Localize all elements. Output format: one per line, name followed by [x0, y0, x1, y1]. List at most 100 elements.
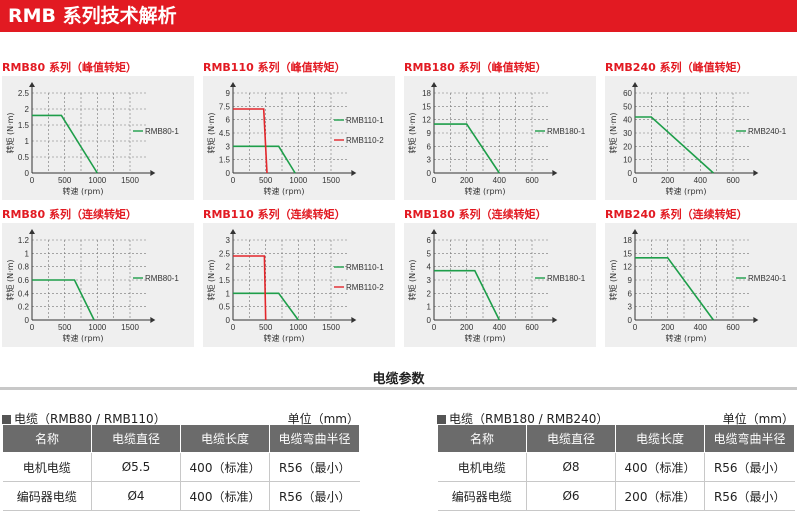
y-tick-label: 20: [623, 142, 632, 151]
y-tick-label: 1: [427, 303, 432, 312]
chart-svg: 0 3 6 9 12 15 18 0 200 400 600 转矩 (N·m) 转速 (rpm) RMB2…: [608, 229, 787, 343]
x-tick-label: 0: [231, 176, 236, 185]
series-line: [32, 279, 95, 321]
y-tick-label: 60: [623, 89, 632, 98]
y-tick-label: 0.2: [18, 303, 30, 312]
chart-svg: 0 3 6 9 12 15 18 0 200 400 600 转矩 (N·m) 转速 (rpm) RMB1…: [407, 82, 586, 196]
y-tick-label: 1.5: [219, 276, 231, 285]
series-line: [233, 145, 296, 174]
table-cell: Ø5.5: [91, 452, 181, 482]
table-cell: 400（标准）: [180, 481, 270, 511]
table-row: 电机电缆 Ø8 400（标准） R56（最小）: [437, 452, 795, 482]
y-axis-label: 转矩 (N·m): [206, 112, 216, 153]
y-tick-label: 3: [628, 303, 633, 312]
x-tick-label: 200: [661, 323, 675, 332]
col-header: 电缆弯曲半径: [704, 425, 795, 453]
page-title: RMB 系列技术解析: [8, 5, 177, 27]
y-tick-label: 2: [427, 289, 432, 298]
chart-svg: 0 1 2 3 4 5 6 0 200 400 600 转矩 (N·m) 转速 (rpm) RMB180-…: [407, 229, 586, 343]
legend-label: RMB110-2: [346, 136, 384, 145]
table-cell: 编码器电缆: [437, 481, 527, 511]
section-title: 电缆参数: [372, 372, 425, 387]
x-tick-label: 400: [493, 176, 507, 185]
y-tick-label: 30: [623, 129, 632, 138]
table-cell: 编码器电缆: [2, 481, 92, 511]
y-tick-label: 9: [226, 89, 231, 98]
legend-label: RMB180-1: [547, 127, 586, 136]
legend-label: RMB110-2: [346, 283, 384, 292]
y-tick-label: 40: [623, 116, 632, 125]
y-tick-label: 15: [422, 102, 431, 111]
chart-panel: 0 3 6 9 12 15 18 0 200 400 600 转矩 (N·m) 转速 (rpm) RMB2…: [605, 223, 797, 347]
table-cell: R56（最小）: [269, 452, 360, 482]
y-tick-label: 1.2: [18, 236, 30, 245]
legend-label: RMB80-1: [145, 127, 179, 136]
col-header: 电缆直径: [526, 425, 616, 453]
table-cell: 400（标准）: [615, 452, 705, 482]
axis-arrow-icon: [351, 317, 357, 323]
y-tick-label: 0: [226, 169, 231, 178]
chart-panel: 0 3 6 9 12 15 18 0 200 400 600 转矩 (N·m) 转速 (rpm) RMB1…: [404, 76, 596, 200]
axis-arrow-icon: [150, 317, 156, 323]
x-tick-label: 1000: [88, 176, 106, 185]
x-axis-label: 转速 (rpm): [666, 186, 707, 196]
y-tick-label: 12: [422, 116, 431, 125]
y-tick-label: 7.5: [219, 102, 231, 111]
y-tick-label: 4: [427, 263, 432, 272]
section-divider: [0, 387, 797, 390]
y-tick-label: 1.5: [18, 121, 30, 130]
axis-arrow-icon: [29, 229, 35, 234]
y-tick-label: 18: [422, 89, 431, 98]
y-tick-label: 2.5: [219, 249, 231, 258]
y-tick-label: 0.6: [18, 276, 30, 285]
series-line: [434, 269, 501, 321]
axis-arrow-icon: [351, 170, 357, 176]
table-cell: 电机电缆: [2, 452, 92, 482]
table-cell: 200（标准）: [615, 481, 705, 511]
chart-panel: 0 1.5 3 4.5 6 7.5 9 0 500 1000 1500 转矩 (N·m) 转速 (rpm…: [203, 76, 395, 200]
table-cell: Ø8: [526, 452, 616, 482]
legend-label: RMB110-1: [346, 116, 384, 125]
y-tick-label: 2: [226, 263, 231, 272]
x-tick-label: 500: [58, 176, 72, 185]
chart-panel: 0 0.2 0.4 0.6 0.8 1 1.2 0 500 1000 1500 转矩 (N·m) 转速 …: [2, 223, 194, 347]
x-tick-label: 400: [694, 176, 708, 185]
y-tick-label: 3: [427, 276, 432, 285]
col-header: 电缆长度: [615, 425, 705, 453]
table-header-row: 名称 电缆直径 电缆长度 电缆弯曲半径: [437, 425, 795, 453]
y-tick-label: 3: [226, 142, 231, 151]
y-tick-label: 9: [427, 129, 432, 138]
x-tick-label: 1500: [121, 176, 139, 185]
axis-arrow-icon: [552, 170, 558, 176]
x-axis-label: 转速 (rpm): [63, 186, 104, 196]
y-tick-label: 6: [427, 142, 432, 151]
legend-label: RMB240-1: [748, 127, 787, 136]
chart-panel: 0 0.5 1 1.5 2 2.5 3 0 500 1000 1500 转矩 (N·m) 转速 (rpm…: [203, 223, 395, 347]
table-row: 电机电缆 Ø5.5 400（标准） R56（最小）: [2, 452, 360, 482]
legend-label: RMB110-1: [346, 263, 384, 272]
axis-arrow-icon: [29, 82, 35, 87]
y-axis-label: 转矩 (N·m): [5, 112, 15, 153]
y-axis-label: 转矩 (N·m): [407, 112, 417, 153]
series-line: [635, 256, 715, 321]
y-tick-label: 1: [226, 289, 231, 298]
col-header: 名称: [437, 425, 527, 453]
table-title-text: 电缆（RMB180 / RMB240）: [449, 412, 609, 426]
x-axis-label: 转速 (rpm): [666, 333, 707, 343]
x-tick-label: 500: [259, 176, 273, 185]
table-cell: 电机电缆: [437, 452, 527, 482]
col-header: 电缆直径: [91, 425, 181, 453]
chart-panel: 0 0.5 1 1.5 2 2.5 0 500 1000 1500 转矩 (N·m) 转速 (rpm)…: [2, 76, 194, 200]
axis-arrow-icon: [150, 170, 156, 176]
axis-arrow-icon: [552, 317, 558, 323]
x-tick-label: 1500: [121, 323, 139, 332]
chart-title: RMB110 系列（峰值转矩）: [203, 61, 346, 74]
chart-title: RMB110 系列（连续转矩）: [203, 208, 346, 221]
y-axis-label: 转矩 (N·m): [608, 112, 618, 153]
legend-label: RMB80-1: [145, 274, 179, 283]
x-tick-label: 600: [525, 176, 539, 185]
y-tick-label: 0: [628, 169, 633, 178]
axis-arrow-icon: [431, 229, 437, 234]
series-line: [635, 116, 714, 174]
table-cell: R56（最小）: [704, 481, 795, 511]
